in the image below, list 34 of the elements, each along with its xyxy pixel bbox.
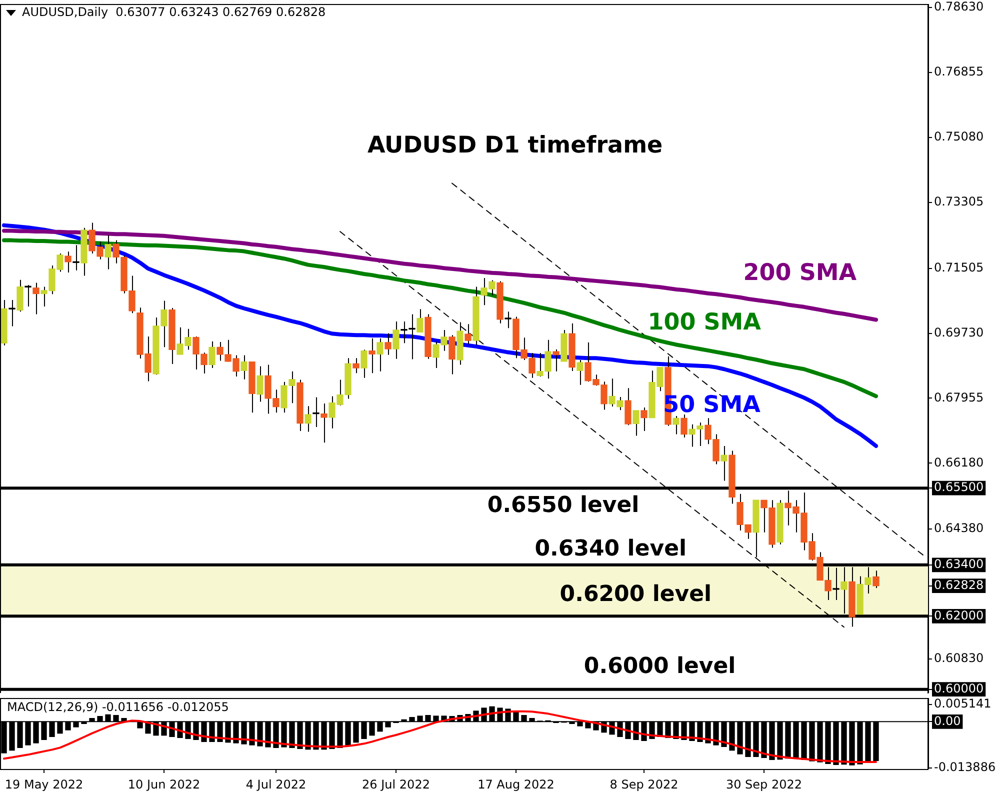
y-tick-label: -0.013886: [934, 760, 996, 774]
y-tick-label: 0.62828: [934, 578, 984, 592]
y-tick-label: 0.66180: [934, 455, 984, 470]
y-tick-label: 0.76855: [934, 64, 984, 79]
x-tick-label: 4 Jul 2022: [246, 777, 306, 792]
ref-line-label: 0.6550 level: [487, 492, 640, 518]
x-tick-label: 19 May 2022: [4, 777, 84, 792]
y-tick-label: 0.67955: [934, 390, 984, 404]
chart-title: AUDUSD,Daily 0.63077 0.63243 0.62769 0.62828: [22, 5, 326, 19]
annotation: AUDUSD D1 timeframe: [367, 132, 663, 159]
series-label: 100 SMA: [648, 309, 762, 336]
x-tick-label: 30 Sep 2022: [726, 777, 802, 792]
y-tick-label: 0.69730: [934, 325, 984, 340]
y-tick-label: 0.64380: [934, 521, 984, 536]
series-label: 200 SMA: [743, 260, 857, 286]
y-tick-label: 0.005141: [934, 696, 992, 711]
y-tick-label: 0.62000: [934, 608, 984, 622]
y-tick-label: 0.73305: [934, 194, 984, 209]
ref-line-label: 0.6340 level: [534, 536, 687, 562]
y-tick-label: 0.60000: [934, 681, 984, 696]
x-tick-label: 26 Jul 2022: [362, 777, 430, 792]
y-tick-label: 0.00: [934, 714, 961, 728]
y-tick-label: 0.78630: [934, 0, 984, 14]
y-tick-label: 0.75080: [934, 130, 984, 144]
ref-line-label: 0.6000 level: [584, 654, 736, 680]
y-tick-label: 0.65500: [934, 480, 984, 494]
chart-title: MACD(12,26,9) -0.011656 -0.012055: [7, 700, 229, 714]
x-tick-label: 10 Jun 2022: [128, 777, 200, 792]
y-tick-label: 0.63400: [934, 557, 984, 572]
y-tick-label: 0.71505: [934, 260, 984, 274]
x-tick-label: 8 Sep 2022: [610, 777, 678, 792]
y-tick-label: 0.60830: [934, 651, 984, 666]
x-tick-label: 17 Aug 2022: [478, 777, 554, 792]
ref-line-label: 0.6200 level: [560, 582, 712, 607]
